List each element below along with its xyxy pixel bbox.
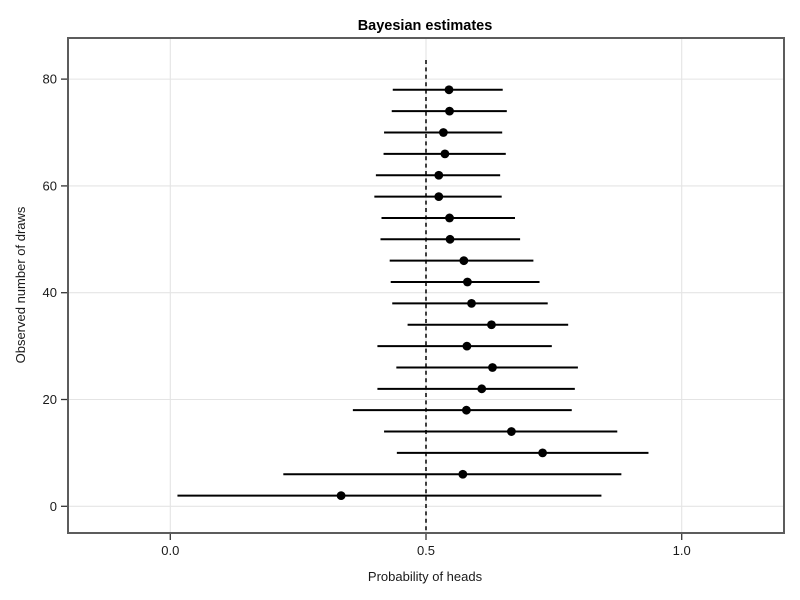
interval-row [383, 149, 506, 159]
interval-row [384, 427, 618, 436]
interval-row [392, 85, 503, 95]
interval-row [390, 277, 540, 287]
interval-series-layer [177, 85, 649, 501]
panel-border-layer [67, 37, 785, 534]
point-estimate [458, 469, 468, 479]
point-estimate [445, 106, 454, 116]
interval-row [384, 128, 503, 137]
interval-row [283, 469, 622, 479]
interval-row [389, 256, 534, 266]
interval-row [380, 234, 521, 244]
interval-row [407, 320, 569, 330]
interval-row [377, 384, 575, 394]
point-estimate [462, 341, 472, 351]
y-tick-label: 60 [43, 178, 57, 193]
interval-row [352, 405, 572, 415]
point-estimate [434, 170, 444, 180]
point-estimate [438, 128, 448, 137]
panel-border [67, 37, 785, 534]
y-tick-label: 0 [50, 499, 57, 514]
x-axis-label: Probability of heads [368, 569, 483, 584]
point-estimate [440, 149, 450, 159]
point-estimate [507, 427, 516, 436]
interval-row [396, 363, 578, 372]
point-estimate [445, 234, 455, 244]
interval-row [392, 298, 548, 308]
interval-row [375, 170, 501, 180]
point-estimate [488, 363, 497, 372]
point-estimate [459, 256, 469, 266]
y-tick-label: 40 [43, 285, 57, 300]
y-tick-label: 80 [43, 72, 57, 87]
interval-row [381, 213, 515, 223]
point-estimate [444, 85, 454, 95]
interval-row [377, 341, 552, 351]
point-estimate [467, 298, 476, 308]
x-tick-label: 0.5 [417, 543, 435, 558]
point-estimate [463, 277, 472, 287]
x-tick-label: 1.0 [673, 543, 691, 558]
point-estimate [445, 213, 454, 223]
point-estimate [538, 448, 548, 458]
chart-title: Bayesian estimates [358, 18, 493, 34]
y-axis-label: Observed number of draws [13, 206, 28, 363]
point-estimate [487, 320, 496, 330]
x-tick-label: 0.0 [161, 543, 179, 558]
interval-row [396, 448, 649, 458]
point-estimate [434, 192, 444, 201]
axis-layer: 0.0 0.5 1.0 0 20 40 60 80 [43, 72, 691, 558]
point-estimate [462, 405, 471, 415]
y-tick-label: 20 [43, 392, 57, 407]
interval-row [177, 491, 602, 501]
point-estimate [477, 384, 487, 394]
interval-row [374, 192, 502, 201]
interval-row [391, 106, 507, 116]
point-estimate [336, 491, 346, 501]
